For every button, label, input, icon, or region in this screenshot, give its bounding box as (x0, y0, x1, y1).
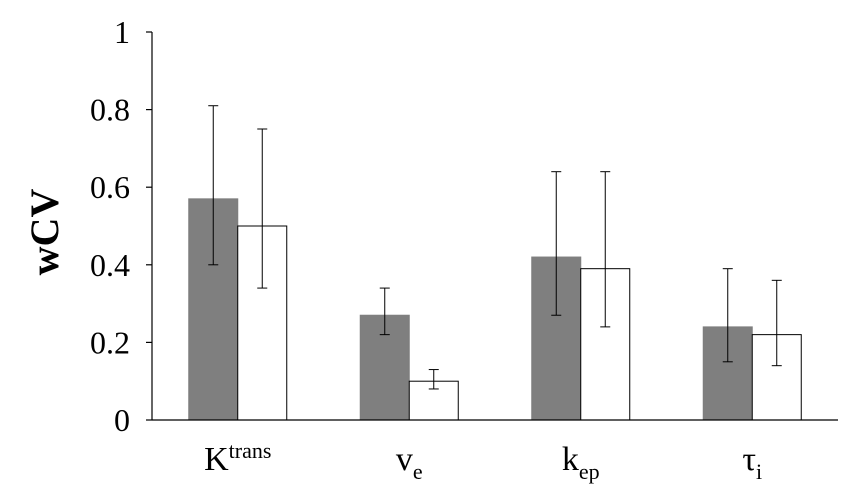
y-tick-label-2: 0.4 (90, 247, 130, 283)
y-tick-label-1: 0.2 (90, 324, 130, 360)
axes-group (151, 32, 838, 421)
y-tick-label-0: 0 (114, 402, 130, 438)
bar-1-1 (408, 380, 459, 421)
bars-group (188, 198, 802, 421)
x-tick-label-2: kep (562, 441, 600, 484)
x-tick-label-1: ve (396, 441, 423, 484)
x-tick-label-0: Ktrans (204, 438, 271, 478)
y-ticks-group: 0 0.2 0.4 0.6 0.8 1 (90, 14, 152, 438)
y-tick-label-5: 1 (114, 14, 130, 50)
y-tick-label-4: 0.8 (90, 92, 130, 128)
y-axis-label: wCV (22, 189, 67, 276)
x-labels-group: Ktrans ve kep τi (204, 438, 762, 484)
error-bars-group (208, 105, 782, 390)
x-tick-label-3: τi (742, 441, 762, 484)
y-tick-label-3: 0.6 (90, 169, 130, 205)
